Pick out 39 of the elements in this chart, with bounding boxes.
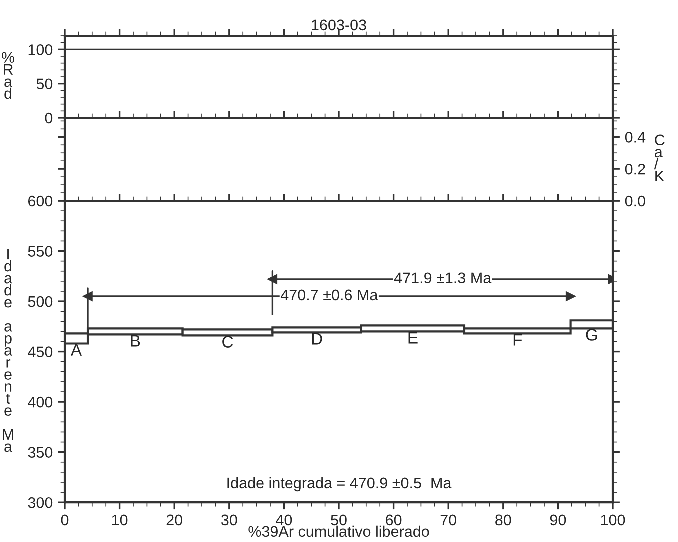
chart-title: 1603-03 <box>312 20 366 31</box>
y-tick-label: 550 <box>28 246 53 257</box>
y-axis-title: %Rad <box>2 52 15 100</box>
y-tick-label: 400 <box>28 396 53 408</box>
x-tick-label: 80 <box>496 514 512 526</box>
y-tick-label: 300 <box>28 497 53 508</box>
text: 0.2 <box>625 164 646 175</box>
annotation: G <box>586 329 598 341</box>
text: 0.4 <box>625 132 646 143</box>
y-tick-label: 600 <box>28 196 53 207</box>
annotation: Idade integrada = 470.9 ±0.5 Ma <box>228 477 452 492</box>
series-label: 471.9 ±1.3 Ma <box>394 272 492 284</box>
x-tick-label: 90 <box>550 514 566 526</box>
y-tick-label: 500 <box>28 296 53 308</box>
series-label: 470.7 ±0.6 Ma <box>280 290 378 301</box>
x-axis-title: %39Ar cumulativo liberado <box>248 526 430 538</box>
y-tick-label: 0 <box>45 112 53 124</box>
x-tick-label: 60 <box>386 514 402 526</box>
y-tick-label: 100 <box>28 44 53 56</box>
annotation: E <box>408 332 418 344</box>
x-tick-label: 20 <box>166 514 182 526</box>
x-tick-label: 70 <box>440 514 456 526</box>
y-tick-label: 50 <box>36 78 53 90</box>
y2-axis-title: Ca/K <box>654 134 665 182</box>
text: 0.0 <box>625 196 646 207</box>
x-tick-label: 50 <box>331 514 347 526</box>
x-tick-label: 0 <box>61 514 69 526</box>
y-tick-label: 450 <box>28 346 53 358</box>
annotation: F <box>514 334 522 346</box>
annotation: D <box>312 333 322 345</box>
annotation: A <box>70 344 82 356</box>
x-tick-label: 10 <box>112 514 128 526</box>
annotation: B <box>131 335 140 347</box>
x-tick-label: 30 <box>221 514 238 526</box>
text: Idade aparente Ma <box>3 249 14 452</box>
annotation: C <box>222 336 234 348</box>
x-tick-label: 100 <box>601 514 626 526</box>
x-tick-label: 40 <box>276 514 292 526</box>
y-tick-label: 350 <box>28 447 53 458</box>
